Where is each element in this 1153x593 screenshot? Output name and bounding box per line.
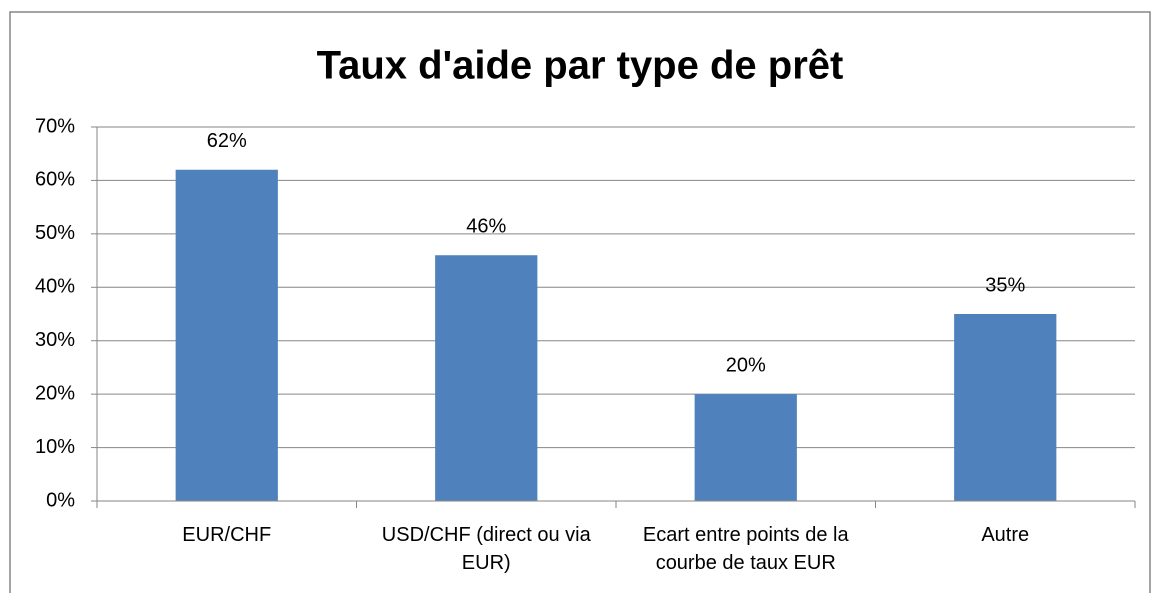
x-tick-label: Autre bbox=[981, 524, 1029, 546]
bar bbox=[175, 169, 278, 501]
bar bbox=[954, 314, 1057, 501]
x-tick-label: Ecart entre points de la courbe de taux E… bbox=[643, 524, 850, 574]
bar bbox=[694, 394, 797, 501]
data-label: 62% bbox=[207, 130, 247, 152]
bar bbox=[435, 255, 538, 501]
data-label: 46% bbox=[466, 216, 506, 238]
y-tick-label: 50% bbox=[35, 222, 75, 244]
y-tick-label: 30% bbox=[35, 329, 75, 351]
chart-title: Taux d'aide par type de prêt bbox=[317, 44, 844, 88]
y-tick-label: 10% bbox=[35, 436, 75, 458]
y-tick-label: 20% bbox=[35, 382, 75, 404]
x-tick-label: USD/CHF (direct ou via EUR) bbox=[382, 524, 592, 574]
x-tick-label: EUR/CHF bbox=[182, 524, 271, 546]
y-tick-label: 0% bbox=[46, 489, 75, 511]
y-tick-label: 40% bbox=[35, 276, 75, 298]
y-tick-label: 70% bbox=[35, 115, 75, 137]
data-label: 35% bbox=[985, 274, 1025, 296]
y-tick-label: 60% bbox=[35, 169, 75, 191]
data-label: 20% bbox=[726, 354, 766, 376]
